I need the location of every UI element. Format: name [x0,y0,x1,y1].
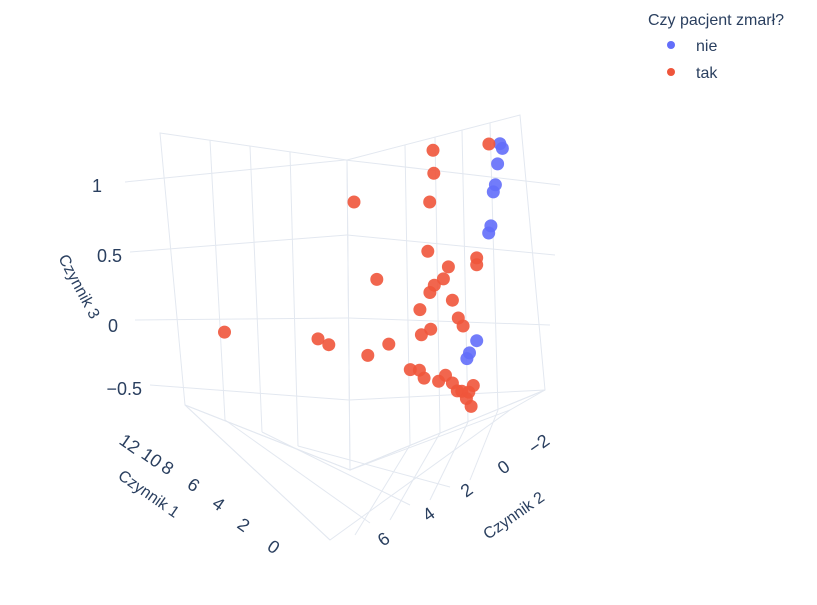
y-grid-v4 [489,122,499,411]
legend-label-nie: nie [696,38,717,55]
x-grid-v3 [289,151,299,447]
z-axis-ticks: 1 0.5 0 −0.5 [92,176,142,399]
x-tick-label: 12 [116,430,144,458]
data-point-tak[interactable] [218,325,231,339]
data-point-tak[interactable] [470,258,484,272]
data-point-nie[interactable] [482,226,496,240]
x-grid-v1 [209,139,226,421]
data-point-tak[interactable] [382,337,396,351]
y-tick-label: 0 [494,456,514,478]
z-grid-1 [124,159,346,183]
data-point-tak[interactable] [413,303,427,317]
y-grid-v1 [404,144,411,446]
x-tick-label: 4 [209,493,229,515]
legend-item-nie[interactable]: nie [667,38,717,55]
data-point-tak[interactable] [423,195,437,209]
data-point-tak[interactable] [311,332,325,346]
y-tick-label: 2 [457,479,477,501]
data-point-nie[interactable] [460,352,474,366]
data-point-tak[interactable] [424,322,438,336]
y-tick-label: 6 [374,528,394,550]
data-point-tak[interactable] [322,338,336,352]
floor-grid-7 [389,432,441,521]
legend-marker-tak [667,68,675,76]
x-axis-title: Czynnik 1 [115,467,182,521]
data-point-tak[interactable] [482,137,496,151]
data-point-nie[interactable] [495,141,509,155]
floor-grid-2 [349,409,511,471]
y-tick-label: −2 [525,430,553,458]
data-point-tak[interactable] [456,319,470,333]
floor-grid-6 [354,444,411,536]
z-grid-0-r [347,317,551,326]
x-grid-v2 [249,145,263,433]
back-wall-right [346,114,546,471]
floor-grid-4 [261,431,411,506]
data-point-tak[interactable] [370,272,384,286]
z-grid-05 [129,234,348,253]
floor-grid-8 [429,421,469,501]
z-grid-05-r [346,234,556,256]
data-point-tak[interactable] [417,371,431,385]
data-point-tak[interactable] [436,272,450,286]
data-point-tak[interactable] [347,195,361,209]
legend-title: Czy pacjent zmarł? [648,12,784,29]
data-point-tak[interactable] [427,166,441,180]
z-grid-m05-r [348,389,546,401]
z-tick-label: −0.5 [106,379,142,399]
z-tick-label: 1 [92,176,102,196]
data-point-tak[interactable] [426,143,440,157]
data-point-tak[interactable] [441,260,455,274]
z-grid-1-r [344,159,561,186]
y-axis-ticks: 6 4 2 0 −2 [374,430,553,550]
z-axis-title: Czynnik 3 [54,252,102,322]
floor-grid-9 [469,409,499,481]
z-tick-label: 0.5 [97,246,122,266]
data-point-nie[interactable] [470,334,484,348]
x-tick-label: 2 [234,514,254,536]
data-point-tak[interactable] [423,286,437,299]
axis-gridlines [124,114,561,541]
y-axis-title: Czynnik 2 [481,489,548,543]
data-point-nie[interactable] [486,185,500,199]
data-point-nie[interactable] [491,157,505,171]
floor-grid-3 [224,419,371,524]
data-point-tak[interactable] [421,244,435,258]
legend-label-tak: tak [696,65,718,82]
z-grid-m05 [149,384,350,401]
data-points[interactable] [218,137,509,413]
data-point-tak[interactable] [361,348,375,362]
floor-grid-1 [184,404,331,541]
legend-marker-nie [667,41,675,49]
legend-item-tak[interactable]: tak [667,65,718,82]
legend[interactable]: Czy pacjent zmarł? nie tak [648,12,784,82]
x-tick-label: 0 [264,536,284,558]
x-tick-label: 6 [184,474,204,496]
z-tick-label: 0 [108,316,118,336]
y-tick-label: 4 [419,503,439,525]
z-grid-0 [134,317,349,321]
data-point-tak[interactable] [445,293,459,307]
floor-grid-5 [297,445,451,488]
data-point-tak[interactable] [464,399,478,413]
data-point-tak[interactable] [466,379,480,392]
y-grid-v3 [461,129,469,423]
back-wall-left [159,132,351,471]
